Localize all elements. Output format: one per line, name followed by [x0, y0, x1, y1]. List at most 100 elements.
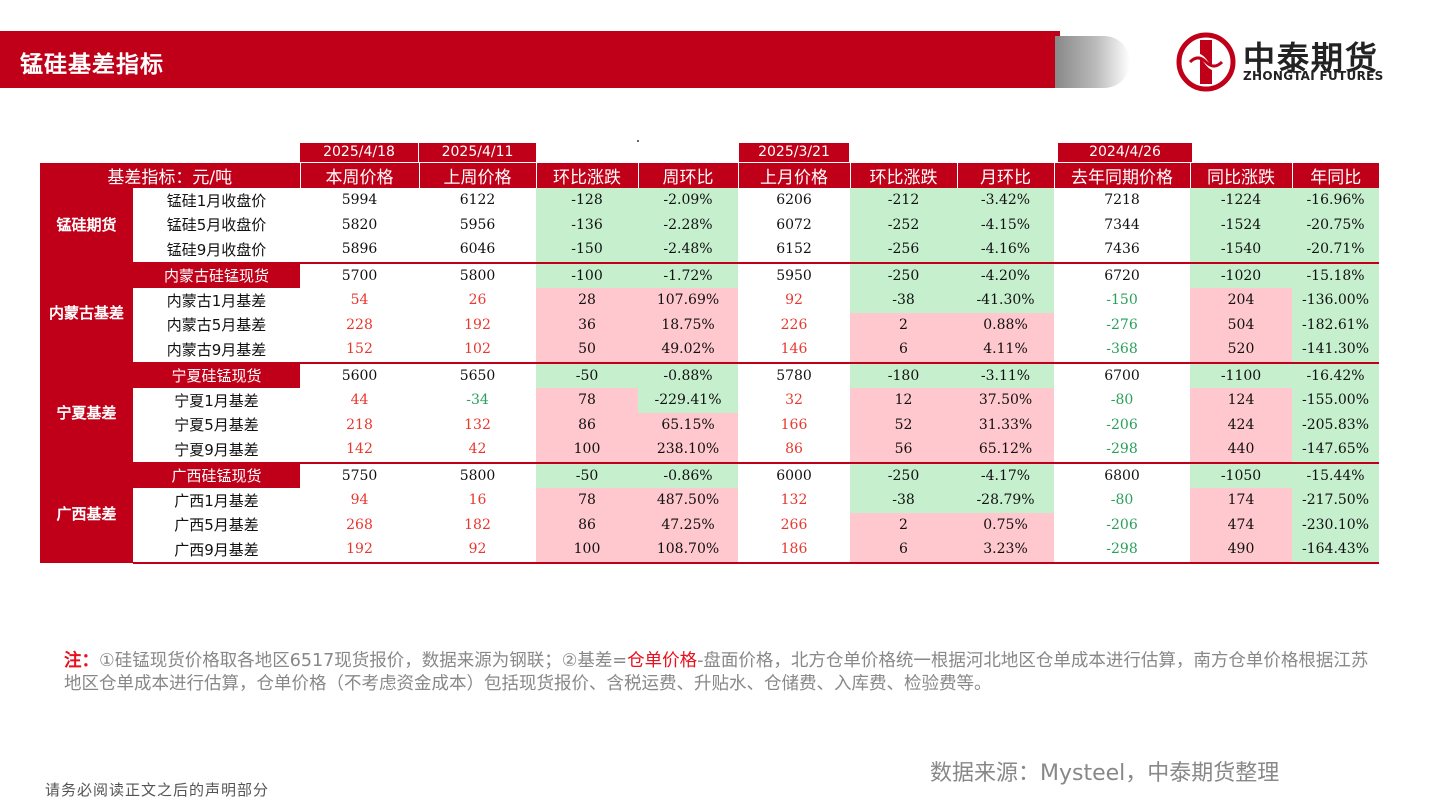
value-cell: -182.61% — [1292, 312, 1380, 337]
indicator-name: 锰硅1月收盘价 — [166, 191, 267, 210]
col-header-yoy-change: 同比涨跌 — [1189, 163, 1293, 188]
value-cell: 266 — [780, 516, 808, 533]
value-cell: 0.88% — [957, 312, 1055, 337]
value-cell: -180 — [850, 361, 958, 388]
value-cell: 12 — [850, 388, 958, 413]
value-cell: -3.42% — [957, 188, 1055, 213]
value-cell: 5780 — [738, 361, 851, 388]
value-cell: 78 — [536, 488, 639, 513]
value-cell: -34 — [466, 392, 489, 409]
value-cell: 107.69% — [638, 288, 739, 313]
value-cell: -50 — [536, 361, 639, 388]
value-cell: 146 — [780, 341, 808, 358]
table-row: 锰硅9月收盘价 5896 6046 -150 -2.48% 6152 -256 -4.16% 7… — [40, 237, 1380, 263]
table-row: 广西9月基差 192 92 100 108.70% 186 6 3.23% -298 490 -16… — [40, 537, 1380, 564]
value-cell: 100 — [536, 537, 639, 564]
value-cell: 108.70% — [638, 537, 739, 564]
value-cell: -4.17% — [957, 461, 1055, 488]
value-cell: 487.50% — [638, 488, 739, 513]
value-cell: 5896 — [341, 241, 378, 258]
value-cell: 31.33% — [957, 412, 1055, 437]
value-cell: -217.50% — [1292, 488, 1380, 513]
zhongtai-logo-icon — [1176, 32, 1236, 92]
value-cell: 6800 — [1054, 461, 1191, 488]
value-cell: 47.25% — [638, 512, 739, 537]
value-cell: 490 — [1190, 537, 1293, 564]
col-header-last-week: 上周价格 — [418, 163, 537, 188]
date-current: 2025/4/18 — [300, 143, 418, 162]
value-cell: -2.28% — [638, 212, 739, 237]
value-cell: 5994 — [341, 192, 378, 209]
value-cell: -1224 — [1190, 188, 1293, 213]
value-cell: -2.48% — [638, 237, 739, 263]
value-cell: 7344 — [1104, 216, 1140, 233]
date-last-month: 2025/3/21 — [739, 143, 849, 162]
value-cell: 52 — [850, 412, 958, 437]
value-cell: 0.75% — [957, 512, 1055, 537]
value-cell: 204 — [1190, 288, 1293, 313]
value-cell: -0.86% — [638, 461, 739, 488]
value-cell: -150 — [536, 237, 639, 263]
value-cell: 5950 — [738, 261, 851, 288]
value-cell: 65.12% — [957, 437, 1055, 463]
table-row: 内蒙古1月基差 54 26 28 107.69% 92 -38 -41.30% -150 204-… — [40, 288, 1380, 313]
category-cell: 广西基差 — [40, 461, 133, 563]
value-cell: -141.30% — [1292, 337, 1380, 363]
value-cell: -164.43% — [1292, 537, 1380, 564]
value-cell: -41.30% — [957, 288, 1055, 313]
title-bar — [0, 31, 1060, 88]
col-header-this-week: 本周价格 — [299, 163, 420, 188]
value-cell: -368 — [1106, 341, 1138, 358]
value-cell: 504 — [1190, 312, 1293, 337]
value-cell: 100 — [536, 437, 639, 463]
value-cell: 440 — [1190, 437, 1293, 463]
value-cell: 102 — [464, 341, 491, 358]
table-row: 宁夏9月基差 142 42 100 238.10% 86 56 65.12% -298 440 -1… — [40, 437, 1380, 463]
value-cell: -38 — [850, 488, 958, 513]
value-cell: -4.16% — [957, 237, 1055, 263]
value-cell: 5800 — [419, 261, 537, 288]
disclaimer-footer: 请务必阅读正文之后的声明部分 — [45, 781, 270, 799]
value-cell: 218 — [346, 416, 373, 433]
col-header-last-year: 去年同期价格 — [1053, 163, 1191, 188]
indicator-name: 广西1月基差 — [174, 491, 259, 510]
value-cell: 424 — [1190, 412, 1293, 437]
brand-name-cn: 中泰期货 — [1243, 39, 1380, 77]
value-cell: -20.75% — [1292, 212, 1380, 237]
value-cell: -16.42% — [1292, 361, 1380, 388]
indicator-name: 内蒙古9月基差 — [166, 340, 267, 359]
value-cell: 166 — [780, 416, 808, 433]
value-cell: 5600 — [300, 361, 420, 388]
indicator-name: 广西硅锰现货 — [133, 461, 301, 488]
value-cell: -100 — [536, 261, 639, 288]
value-cell: 94 — [350, 492, 369, 509]
value-cell: -136 — [536, 212, 639, 237]
value-cell: -229.41% — [638, 388, 739, 413]
indicator-name: 锰硅5月收盘价 — [166, 216, 267, 235]
footnote-highlight: 仓单价格 — [627, 651, 698, 671]
value-cell: 174 — [1190, 488, 1293, 513]
table-row: 锰硅5月收盘价 5820 5956 -136 -2.28% 6072 -252 -4.15% 7… — [40, 212, 1380, 237]
value-cell: -28.79% — [957, 488, 1055, 513]
stray-dot — [637, 140, 639, 142]
value-cell: -147.65% — [1292, 437, 1380, 463]
indicator-name: 宁夏5月基差 — [174, 416, 259, 435]
value-cell: 49.02% — [638, 337, 739, 363]
col-header-mom-change: 环比涨跌 — [849, 163, 958, 188]
indicator-name: 锰硅9月收盘价 — [166, 240, 267, 259]
value-cell: 238.10% — [638, 437, 739, 463]
value-cell: 92 — [419, 537, 537, 564]
value-cell: -150 — [1106, 292, 1138, 309]
category-cell: 宁夏基差 — [40, 361, 133, 463]
value-cell: 182 — [464, 516, 491, 533]
value-cell: -1524 — [1190, 212, 1293, 237]
footnote-text-1: ①硅锰现货价格取各地区6517现货报价，数据来源为钢联；②基差= — [99, 651, 628, 671]
value-cell: 3.23% — [957, 537, 1055, 564]
brand-name-en: ZHONGTAI FUTURES — [1243, 69, 1384, 83]
value-cell: 6000 — [738, 461, 851, 488]
value-cell: 142 — [346, 441, 373, 458]
value-cell: -206 — [1106, 416, 1138, 433]
table-row: 广西1月基差 94 16 78 487.50% 132 -38 -28.79% -80 174 -2… — [40, 488, 1380, 513]
value-cell: -1100 — [1190, 361, 1293, 388]
value-cell: -15.44% — [1292, 461, 1380, 488]
